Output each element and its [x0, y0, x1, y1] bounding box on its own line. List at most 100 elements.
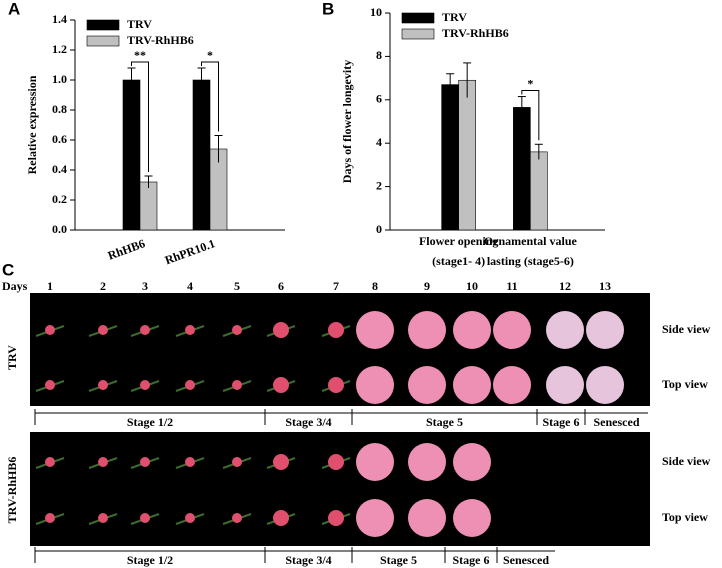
- flower: [45, 380, 55, 390]
- flower: [328, 322, 344, 338]
- flower: [453, 366, 491, 404]
- flower: [232, 325, 242, 335]
- flower: [185, 380, 195, 390]
- day-label: 9: [424, 279, 430, 293]
- day-label: 8: [372, 279, 378, 293]
- y-tick-label: 6: [376, 92, 382, 106]
- day-label: 1: [47, 279, 53, 293]
- flower: [408, 499, 446, 537]
- panel-label: B: [322, 0, 334, 18]
- flower: [586, 311, 624, 349]
- day-label: 13: [599, 279, 611, 293]
- significance-label: **: [134, 48, 146, 62]
- photo-panel: [30, 432, 650, 546]
- x-tick-label: Ornamental value: [484, 234, 578, 248]
- legend-swatch: [86, 35, 120, 47]
- flower: [45, 513, 55, 523]
- legend-swatch: [401, 12, 435, 24]
- day-label: 7: [333, 279, 339, 293]
- view-label: Top view: [662, 510, 708, 524]
- y-tick-label: 0.2: [52, 192, 67, 206]
- legend-label: TRV-RhHB6: [442, 26, 509, 40]
- flower: [185, 513, 195, 523]
- x-tick-label: lasting (stage5-6): [487, 254, 574, 268]
- y-tick-label: 0.6: [52, 132, 67, 146]
- flower: [140, 513, 150, 523]
- y-tick-label: 0.8: [52, 102, 67, 116]
- flower: [140, 380, 150, 390]
- flower: [453, 499, 491, 537]
- day-label: 11: [506, 279, 517, 293]
- bar: [441, 84, 459, 231]
- flower: [453, 311, 491, 349]
- x-tick-label: Flower opening: [419, 234, 498, 248]
- significance-bracket: [201, 61, 219, 132]
- flower: [356, 311, 394, 349]
- flower: [140, 457, 150, 467]
- significance-bracket: [131, 61, 149, 172]
- y-tick-label: 8: [376, 48, 382, 62]
- days-label: Days: [2, 279, 28, 293]
- y-tick-label: 0: [376, 222, 382, 236]
- legend-label: TRV: [442, 10, 467, 24]
- flower: [273, 510, 289, 526]
- y-tick-label: 1.0: [52, 72, 67, 86]
- significance-bracket: [521, 90, 540, 141]
- flower: [586, 366, 624, 404]
- stage-label: Senesced: [594, 415, 640, 429]
- y-tick-label: 1.4: [52, 12, 67, 26]
- day-label: 12: [559, 279, 571, 293]
- y-axis-label: Days of flower longevity: [340, 60, 354, 183]
- flower: [98, 325, 108, 335]
- stage-label: Stage 6: [543, 415, 580, 429]
- flower: [356, 366, 394, 404]
- bar: [192, 79, 211, 231]
- flower: [328, 377, 344, 393]
- stage-label: Stage 3/4: [285, 415, 331, 429]
- stage-label: Stage 5: [380, 553, 417, 567]
- view-label: Side view: [662, 322, 711, 336]
- flower: [140, 325, 150, 335]
- stage-label: Stage 6: [453, 553, 490, 567]
- view-label: Top view: [662, 377, 708, 391]
- flower: [232, 513, 242, 523]
- flower: [493, 366, 531, 404]
- flower: [408, 366, 446, 404]
- day-label: 3: [142, 279, 148, 293]
- significance-label: *: [207, 48, 213, 62]
- y-tick-label: 10: [370, 5, 382, 19]
- bar: [139, 181, 158, 231]
- panel-label: A: [8, 0, 20, 18]
- x-tick-label: RhHB6: [106, 236, 147, 262]
- y-tick-label: 4: [376, 135, 382, 149]
- y-tick-label: 2: [376, 178, 382, 192]
- flower: [45, 457, 55, 467]
- flower: [98, 380, 108, 390]
- legend-swatch: [401, 28, 435, 40]
- bar: [530, 151, 548, 231]
- flower: [273, 377, 289, 393]
- legend-swatch: [86, 19, 120, 31]
- stage-label: Stage 5: [426, 415, 463, 429]
- day-label: 5: [234, 279, 240, 293]
- flower: [546, 311, 584, 349]
- flower: [408, 443, 446, 481]
- flower: [273, 322, 289, 338]
- flower: [185, 325, 195, 335]
- x-tick-label: RhPR10.1: [163, 236, 217, 267]
- x-tick-label: (stage1- 4): [432, 254, 485, 268]
- flower: [408, 311, 446, 349]
- flower: [273, 454, 289, 470]
- view-label: Side view: [662, 454, 711, 468]
- flower: [493, 311, 531, 349]
- stage-label: Stage 3/4: [285, 553, 331, 567]
- row-label: TRV: [5, 345, 19, 370]
- legend-label: TRV-RhHB6: [127, 33, 194, 47]
- significance-label: *: [527, 76, 533, 90]
- day-label: 2: [100, 279, 106, 293]
- bar: [513, 107, 531, 231]
- bar: [458, 79, 476, 231]
- y-tick-label: 1.2: [52, 42, 67, 56]
- stage-label: Senesced: [503, 553, 549, 567]
